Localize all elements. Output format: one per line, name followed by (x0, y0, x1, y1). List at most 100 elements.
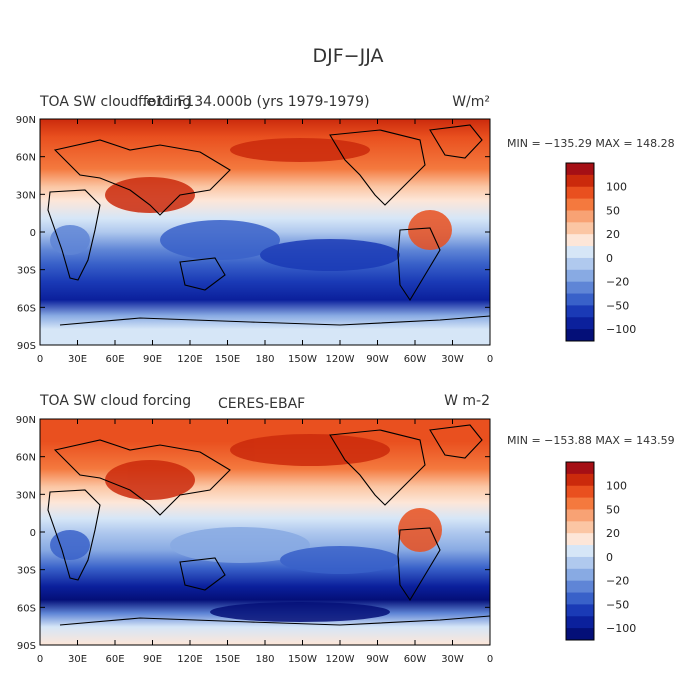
colorbar-swatch (566, 305, 594, 318)
colorbar-swatch (566, 329, 594, 342)
colorbar-swatch (566, 257, 594, 271)
x-tick-label: 0 (487, 654, 493, 665)
colorbar-swatch (566, 222, 594, 235)
x-tick-label: 150E (215, 354, 240, 365)
x-tick-label: 0 (37, 354, 43, 365)
y-tick-labels: 90N 60N 30N 0 30S 60S 90S (16, 115, 490, 352)
y-tick-label: 60S (17, 603, 36, 614)
map-anomalies (50, 434, 442, 622)
colorbar-swatch (566, 509, 594, 522)
colorbar-swatch (566, 269, 594, 283)
colorbar-swatch (566, 317, 594, 330)
colorbar-swatch (566, 580, 594, 593)
y-tick-label: 90S (17, 341, 36, 352)
colorbar-label: −100 (606, 323, 636, 336)
panel-model: TOA SW cloud forcing f.e11.F134.000b (yr… (16, 94, 675, 365)
colorbar-swatch (566, 533, 594, 546)
colorbar-swatch (566, 604, 594, 617)
colorbar-swatch (566, 246, 594, 259)
panel-title-left: TOA SW cloud forcing (39, 393, 191, 409)
x-tick-label: 30E (68, 654, 87, 665)
colorbar-label: 0 (606, 551, 613, 564)
x-tick-labels: 0 30E 60E 90E 120E 150E 180 150W 120W 90W 60W 30W 0 (37, 419, 493, 665)
x-tick-label: 90E (143, 354, 162, 365)
y-tick-label: 30S (17, 266, 36, 277)
panel-title-left: TOA SW cloud forcing (39, 94, 191, 110)
x-tick-label: 180 (255, 354, 274, 365)
x-tick-label: 150W (288, 354, 317, 365)
colorbar-swatch (566, 592, 594, 605)
y-tick-label: 0 (30, 528, 36, 539)
colorbar-swatch (566, 628, 594, 641)
x-tick-label: 60E (105, 654, 124, 665)
x-tick-label: 0 (487, 354, 493, 365)
colorbar-label: 20 (606, 228, 620, 241)
colorbar-label: −20 (606, 276, 629, 289)
y-tick-label: 30N (16, 190, 36, 201)
colorbar-swatch (566, 281, 594, 294)
colorbar-swatch (566, 616, 594, 629)
panel-title-center: CERES-EBAF (218, 396, 305, 412)
colorbar-label: −50 (606, 598, 629, 611)
x-tick-label: 180 (255, 654, 274, 665)
x-tick-label: 120W (326, 354, 355, 365)
colorbar-frame (565, 461, 595, 641)
y-tick-label: 60S (17, 303, 36, 314)
panel-stats: MIN = −135.29 MAX = 148.28 (507, 137, 675, 150)
colorbar-label: 50 (606, 204, 620, 217)
colorbar-label: 100 (606, 480, 627, 493)
panel-observed: TOA SW cloud forcing CERES-EBAF W m-2 MI… (16, 393, 675, 665)
colorbar: 100 50 20 0 −20 −50 −100 (565, 461, 636, 641)
colorbar-swatch (566, 163, 594, 176)
panel-title-center: f.e11.F134.000b (yrs 1979-1979) (138, 94, 370, 110)
colorbar-swatch (566, 198, 594, 211)
colorbar-swatch (566, 497, 594, 510)
colorbar-swatch (566, 174, 594, 188)
x-tick-label: 90W (366, 654, 389, 665)
coastlines (47, 124, 491, 326)
y-tick-label: 60N (16, 453, 36, 464)
y-tick-label: 30N (16, 490, 36, 501)
colorbar-swatch (566, 556, 594, 570)
x-tick-label: 30W (441, 354, 464, 365)
x-tick-label: 0 (37, 654, 43, 665)
colorbar-label: −50 (606, 299, 629, 312)
colorbar-swatch (566, 473, 594, 487)
colorbar-swatch (566, 521, 594, 534)
colorbar-label: 100 (606, 181, 627, 194)
colorbar-swatch (566, 568, 594, 582)
x-tick-label: 120W (326, 654, 355, 665)
colorbar-swatch (566, 186, 594, 199)
x-tick-label: 150E (215, 654, 240, 665)
x-tick-label: 60W (404, 654, 427, 665)
colorbar: 100 50 20 0 −20 −50 −100 (565, 162, 636, 342)
x-tick-label: 120E (177, 354, 202, 365)
colorbar-label: 20 (606, 527, 620, 540)
x-tick-label: 150W (288, 654, 317, 665)
colorbar-swatch (566, 545, 594, 558)
colorbar-swatch (566, 462, 594, 475)
x-tick-label: 90E (143, 654, 162, 665)
panel-units: W/m² (452, 94, 490, 110)
colorbar-swatch (566, 485, 594, 498)
colorbar-label: 0 (606, 252, 613, 265)
colorbar-label: −20 (606, 575, 629, 588)
colorbar-label: 50 (606, 503, 620, 516)
y-tick-label: 90S (17, 641, 36, 652)
x-tick-label: 30W (441, 654, 464, 665)
y-tick-labels: 90N 60N 30N 0 30S 60S 90S (16, 415, 490, 652)
y-tick-label: 30S (17, 566, 36, 577)
panel-units: W m-2 (444, 393, 490, 409)
map-anomalies (50, 138, 452, 271)
y-tick-label: 0 (30, 228, 36, 239)
colorbar-swatch (566, 234, 594, 247)
x-tick-labels: 0 30E 60E 90E 120E 150E 180 150W 120W 90W 60W 30W 0 (37, 119, 493, 365)
panel-stats: MIN = −153.88 MAX = 143.59 (507, 434, 675, 447)
x-tick-label: 60E (105, 354, 124, 365)
colorbar-swatch (566, 293, 594, 306)
x-tick-label: 30E (68, 354, 87, 365)
x-tick-label: 120E (177, 654, 202, 665)
y-tick-label: 90N (16, 115, 36, 126)
x-tick-label: 90W (366, 354, 389, 365)
